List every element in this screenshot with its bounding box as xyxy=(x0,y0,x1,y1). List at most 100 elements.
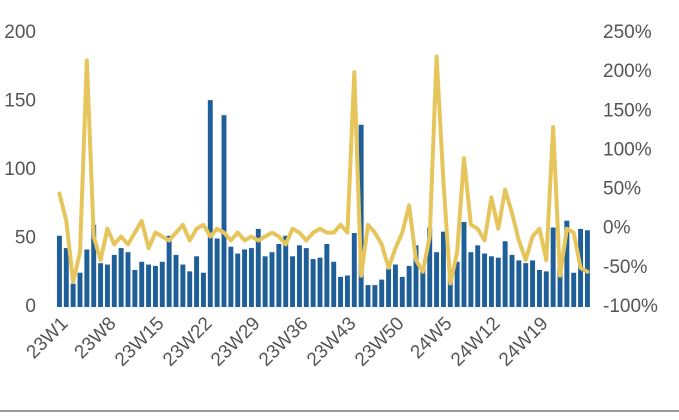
bar xyxy=(447,276,453,307)
bar xyxy=(351,233,357,307)
bar xyxy=(77,272,83,307)
bar xyxy=(125,252,131,307)
bar xyxy=(495,257,501,307)
bar xyxy=(536,270,542,307)
bar xyxy=(187,271,193,307)
bar xyxy=(392,264,398,307)
bar xyxy=(584,230,590,307)
bar xyxy=(139,261,145,307)
bar xyxy=(550,227,556,307)
bar xyxy=(56,235,62,307)
bar xyxy=(248,248,254,307)
bar xyxy=(475,245,481,307)
bar xyxy=(543,271,549,307)
y-tick-label: 100 xyxy=(4,159,36,180)
bar xyxy=(310,259,316,307)
bar xyxy=(221,115,227,307)
bar xyxy=(118,248,124,307)
bar xyxy=(228,246,234,307)
bar xyxy=(482,253,488,307)
bar xyxy=(207,100,213,307)
bar xyxy=(296,245,302,307)
bar xyxy=(242,249,248,307)
bar xyxy=(111,254,117,307)
bar xyxy=(386,268,392,307)
bar xyxy=(488,256,494,307)
y2-tick-label: -100% xyxy=(603,296,658,317)
y-tick-label: 0 xyxy=(25,296,36,317)
bar xyxy=(98,263,104,307)
bar xyxy=(344,275,350,307)
bar xyxy=(365,285,371,307)
y2-tick-label: 0% xyxy=(603,218,631,239)
bar xyxy=(372,285,378,307)
y2-tick-label: 250% xyxy=(603,22,652,43)
y2-tick-label: -50% xyxy=(603,257,647,278)
bar xyxy=(200,272,206,307)
bar xyxy=(91,224,97,307)
bar xyxy=(454,261,460,307)
x-tick-label: 23W29 xyxy=(207,313,264,370)
bar xyxy=(290,256,296,307)
bar xyxy=(571,272,577,307)
x-tick-label: 23W36 xyxy=(255,313,312,370)
bar xyxy=(262,256,268,307)
x-tick-label: 23W22 xyxy=(159,313,216,370)
bar xyxy=(159,261,165,307)
x-tick-label: 23W43 xyxy=(303,313,360,370)
y2-tick-label: 50% xyxy=(603,179,641,200)
bar xyxy=(146,264,152,307)
bar xyxy=(338,276,344,307)
bar xyxy=(358,124,364,307)
bar xyxy=(194,256,200,307)
bar xyxy=(557,265,563,307)
bar xyxy=(434,252,440,307)
bar xyxy=(269,252,275,307)
bar xyxy=(468,252,474,307)
bar xyxy=(427,227,433,307)
bar xyxy=(173,254,179,307)
x-tick-label: 23W1 xyxy=(23,313,73,363)
bar xyxy=(303,248,309,307)
bar xyxy=(509,254,515,307)
bar xyxy=(530,260,536,307)
bar xyxy=(502,241,508,307)
bar xyxy=(283,235,289,307)
bar xyxy=(331,261,337,307)
bar xyxy=(152,265,158,307)
bar xyxy=(324,243,330,307)
bar xyxy=(523,263,529,307)
x-tick-label: 23W50 xyxy=(351,313,408,370)
bar xyxy=(379,279,385,307)
y-tick-label: 200 xyxy=(4,22,36,43)
bar xyxy=(461,222,467,307)
y2-tick-label: 150% xyxy=(603,100,652,121)
bar xyxy=(166,235,172,307)
bar xyxy=(104,264,110,307)
bar xyxy=(420,267,426,307)
x-tick-label: 24W12 xyxy=(447,313,504,370)
bar xyxy=(214,238,220,307)
bar xyxy=(132,270,138,307)
y2-tick-label: 100% xyxy=(603,139,652,160)
bar xyxy=(317,257,323,307)
y2-tick-label: 200% xyxy=(603,61,652,82)
y-tick-label: 50 xyxy=(15,228,36,249)
line xyxy=(57,54,590,286)
x-tick-label: 24W19 xyxy=(495,313,552,370)
bar xyxy=(399,276,405,307)
x-tick-label: 23W15 xyxy=(111,313,168,370)
bar xyxy=(406,265,412,307)
bar xyxy=(180,264,186,307)
bar xyxy=(564,220,570,307)
bar xyxy=(276,243,282,307)
y-tick-label: 150 xyxy=(4,91,36,112)
bar xyxy=(70,283,76,307)
bar xyxy=(84,249,90,307)
bar xyxy=(516,260,522,307)
bar xyxy=(440,231,446,307)
bar xyxy=(413,245,419,307)
bar xyxy=(235,253,241,307)
bar xyxy=(255,228,261,307)
